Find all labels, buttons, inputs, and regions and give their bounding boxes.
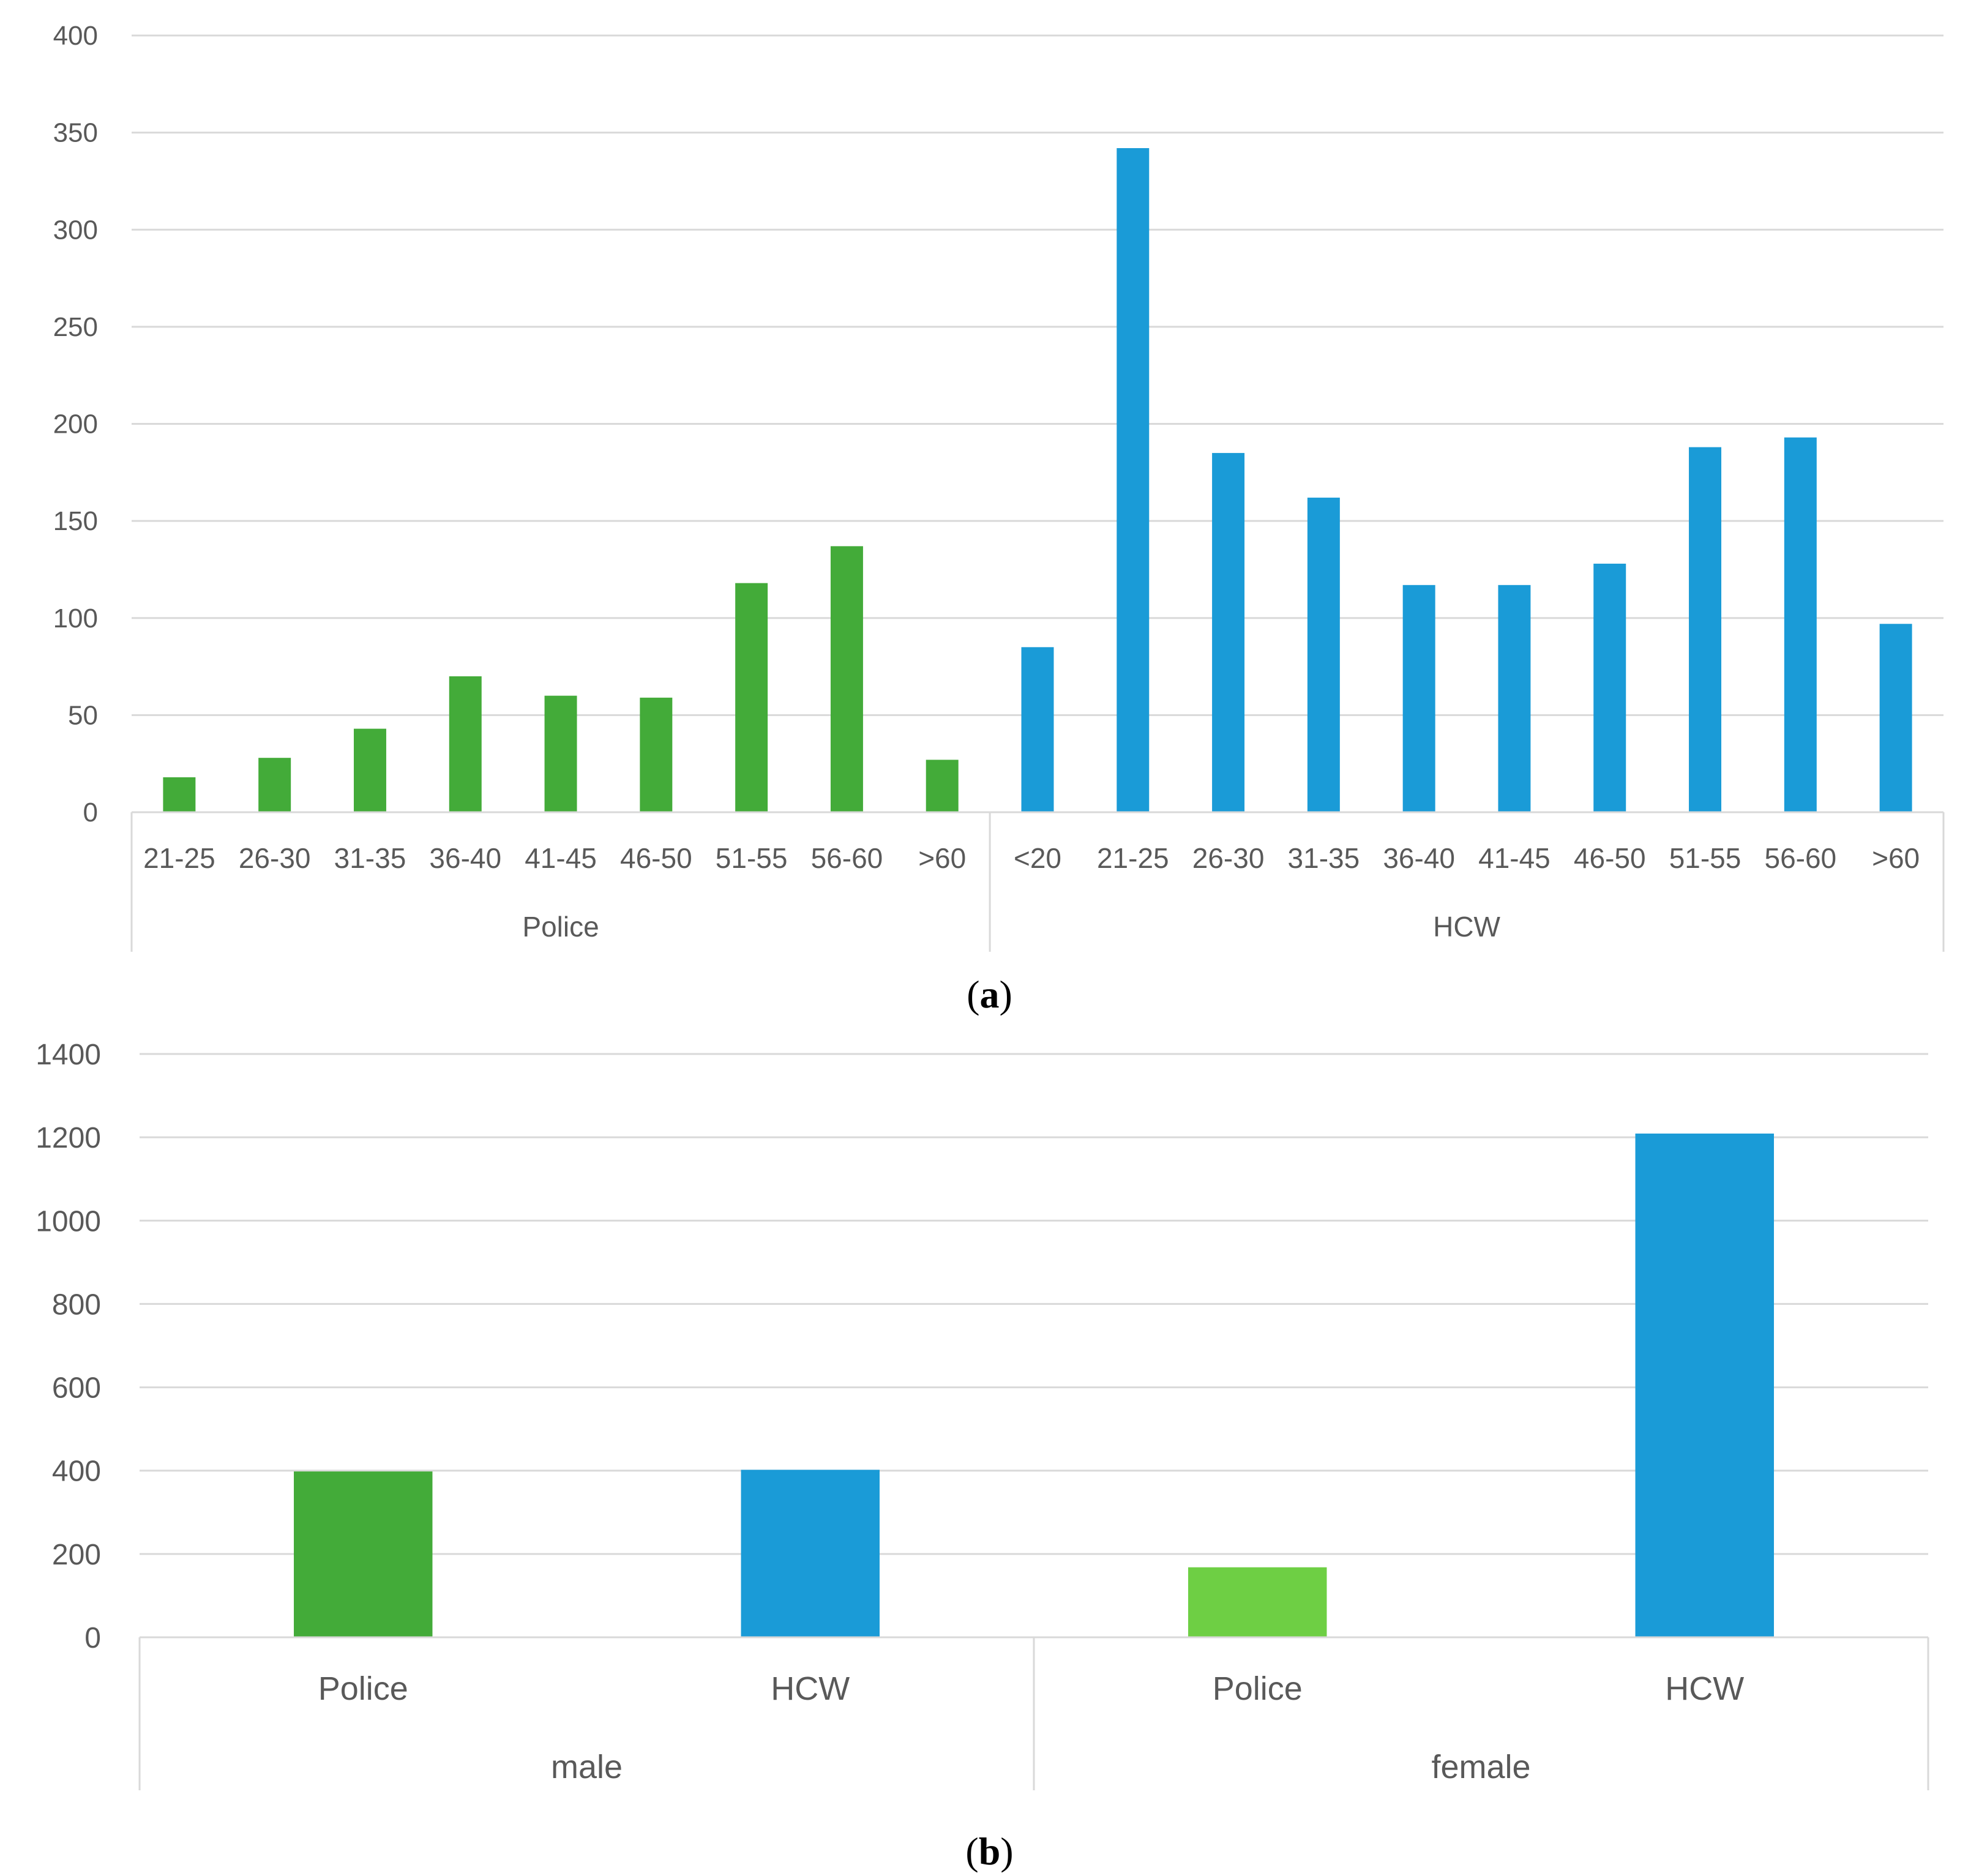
y-tick-label: 600 [52,1372,101,1405]
group-label-female: female [1431,1749,1530,1785]
bar-hcw-<20 [1021,647,1054,812]
x-tick-label: 36-40 [429,842,501,874]
x-tick-label: 31-35 [334,842,406,874]
x-tick-label: 41-45 [525,842,597,874]
bar-hcw-56-60 [1784,437,1817,812]
bar-female-hcw [1635,1134,1774,1637]
bar-police-41-45 [544,695,577,812]
bar-police-31-35 [353,728,386,812]
bar-male-police [294,1471,433,1637]
y-tick-label: 0 [84,1622,101,1654]
bar-hcw->60 [1879,624,1912,812]
x-tick-label: 31-35 [1288,842,1360,874]
y-tick-label: 400 [52,1456,101,1488]
bar-hcw-36-40 [1402,585,1435,812]
group-label-hcw: HCW [1433,911,1500,943]
y-tick-label: 250 [53,312,98,342]
caption-b-label: b [978,1829,1001,1873]
group-label-police: Police [522,911,599,943]
bar-hcw-51-55 [1689,447,1722,812]
x-tick-label: 21-25 [143,842,215,874]
y-tick-label: 300 [53,215,98,245]
y-tick-label: 150 [53,506,98,536]
group-label-male: male [551,1749,623,1785]
x-tick-label: 46-50 [620,842,692,874]
chart-a: 0 50 100 150 200 250 300 350 400 21-25 26-30 31-35 3… [53,21,1945,952]
x-tick-label: HCW [771,1670,850,1707]
bar-police->60 [926,760,959,812]
caption-a: (a) [967,973,1012,1016]
x-tick-label: >60 [918,842,966,874]
bar-hcw-31-35 [1307,498,1340,812]
y-tick-label: 50 [68,700,98,730]
x-tick-label: <20 [1014,842,1061,874]
x-tick-label: HCW [1665,1670,1744,1707]
y-tick-label: 400 [53,21,98,51]
x-tick-label: 21-25 [1097,842,1169,874]
y-tick-label: 200 [52,1539,101,1571]
bar-male-hcw [741,1470,880,1637]
x-tick-label: 51-55 [1669,842,1741,874]
bar-police-36-40 [449,676,482,812]
x-tick-label: 26-30 [1192,842,1265,874]
x-tick-label: 41-45 [1478,842,1551,874]
caption-a-label: a [979,973,1000,1016]
y-tick-label: 200 [53,409,98,439]
bar-police-21-25 [163,777,196,812]
x-tick-label: 51-55 [716,842,788,874]
y-tick-label: 0 [83,798,98,828]
y-tick-label: 1200 [36,1122,101,1154]
y-tick-label: 100 [53,604,98,633]
x-tick-label: 46-50 [1574,842,1646,874]
bar-hcw-46-50 [1593,563,1626,812]
bar-police-56-60 [830,546,863,812]
y-tick-label: 800 [52,1288,101,1321]
bar-police-51-55 [735,583,768,812]
y-tick-label: 1400 [36,1039,101,1071]
x-tick-label: 56-60 [811,842,883,874]
caption-b: (b) [965,1829,1014,1873]
bar-hcw-41-45 [1498,585,1531,812]
bar-police-46-50 [640,697,673,812]
bar-female-police [1188,1567,1327,1637]
y-tick-label: 350 [53,118,98,148]
x-tick-label: >60 [1872,842,1920,874]
bar-hcw-26-30 [1212,453,1245,812]
x-tick-label: Police [318,1670,408,1707]
chart-b: 0 200 400 600 800 1000 1200 1400 Police HCW male Po… [36,1039,1929,1790]
x-tick-label: 36-40 [1383,842,1455,874]
bar-hcw-21-25 [1117,148,1150,812]
x-tick-label: Police [1213,1670,1303,1707]
y-tick-label: 1000 [36,1205,101,1238]
x-tick-label: 56-60 [1764,842,1836,874]
x-tick-label: 26-30 [239,842,311,874]
bar-police-26-30 [258,758,291,812]
